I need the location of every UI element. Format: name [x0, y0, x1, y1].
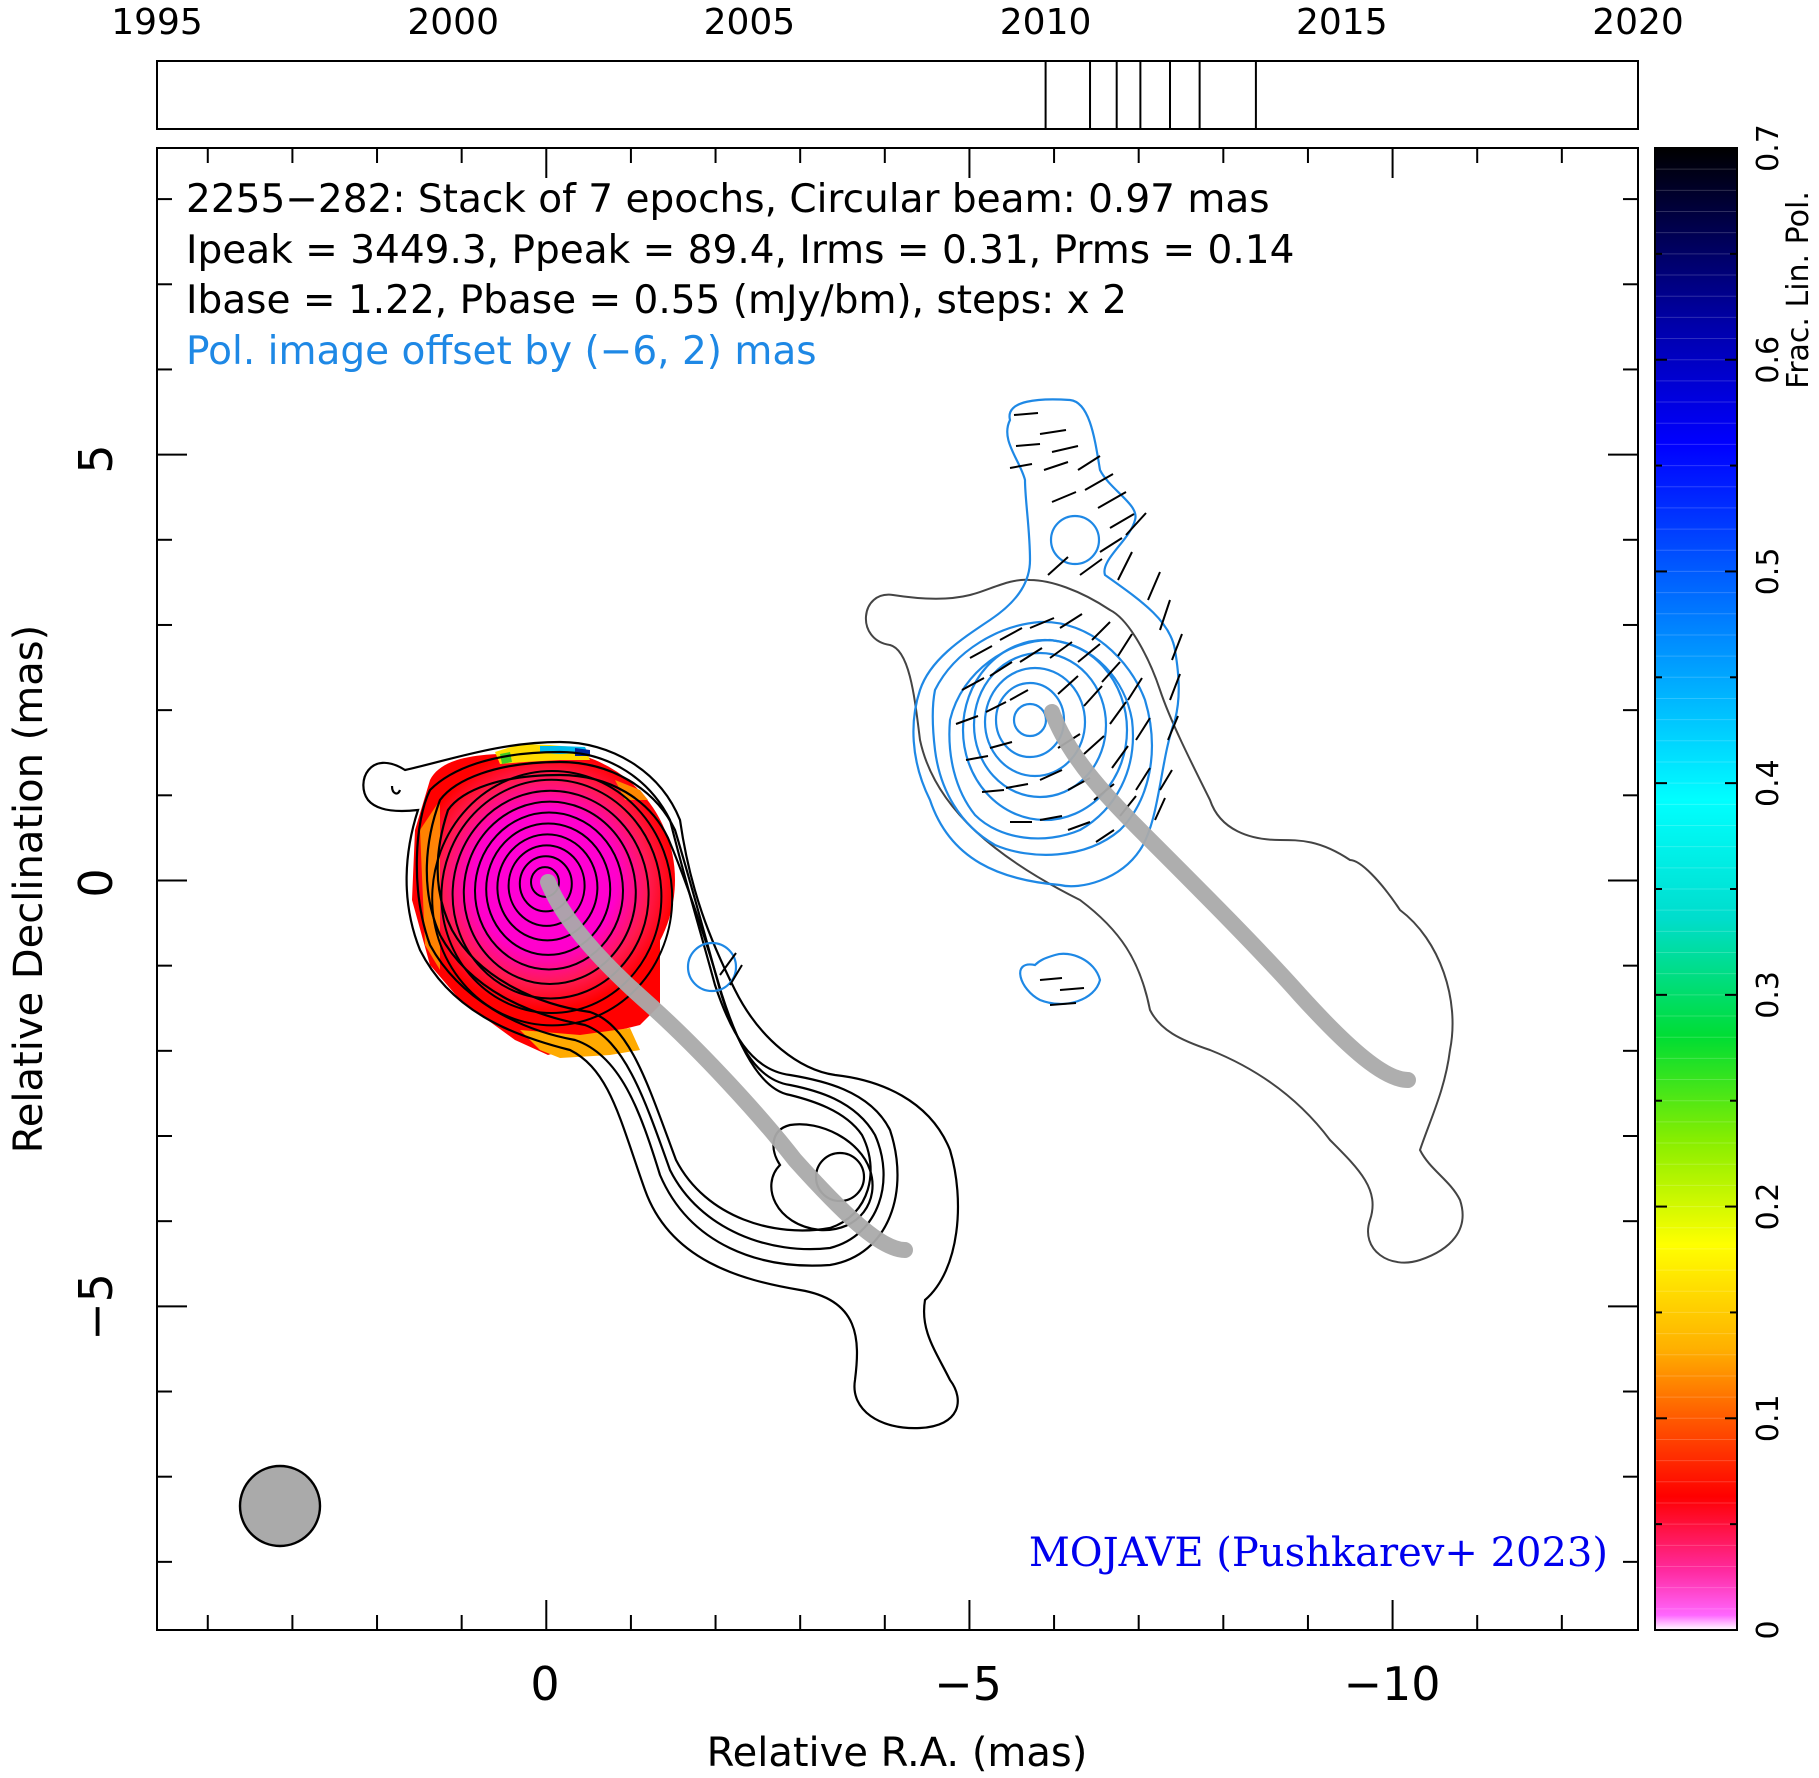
epoch-timeline: 1995 2000 2005 2010 2015 2020: [111, 2, 1684, 130]
pol-offset-note: Pol. image offset by (−6, 2) mas: [186, 329, 817, 374]
colorbar-bands: [1655, 147, 1737, 1631]
y-tick-label: 5: [69, 444, 123, 473]
timeline-frame: [156, 60, 1639, 130]
x-tick-label: 0: [530, 1657, 559, 1711]
colorbar-tick-label: 0.3: [1751, 971, 1786, 1019]
colorbar: 0 0.1 0.2 0.3 0.4 0.5 0.6 0.7 Frac. Lin. Pol.: [1654, 124, 1816, 1640]
core-contour: [462, 800, 637, 985]
x-tick-label: −5: [934, 1657, 1002, 1711]
epoch-marks: [1044, 61, 1257, 129]
colorbar-tick-label: 0.5: [1751, 548, 1786, 596]
timeline-year-label: 2015: [1296, 2, 1388, 43]
header-annotation: 2255−282: Stack of 7 epochs, Circular be…: [186, 177, 1294, 374]
x-tick-labels: 0 −5 −10: [530, 1657, 1440, 1711]
map-frame: [156, 147, 1639, 1631]
ridge-line-offset: [1044, 704, 1416, 1088]
colorbar-tick-label: 0.6: [1751, 336, 1786, 384]
colorbar-tick-label: 0: [1751, 1620, 1786, 1639]
shifted-intensity-outline: [864, 578, 1464, 1264]
core-contour: [451, 789, 650, 1000]
colorbar-gradient: [1655, 148, 1737, 1630]
colorbar-ticks: [1655, 147, 1737, 1631]
colorbar-tick-label: 0.1: [1751, 1394, 1786, 1442]
header-line-1: 2255−282: Stack of 7 epochs, Circular be…: [186, 177, 1270, 222]
core-contours: [431, 770, 674, 1027]
y-tick-label: 0: [69, 868, 123, 897]
colorbar-label: Frac. Lin. Pol.: [1781, 191, 1816, 389]
pol-contours: [686, 398, 1180, 1005]
core-contour: [530, 866, 560, 898]
x-axis-label: Relative R.A. (mas): [707, 1730, 1088, 1776]
y-axis-label: Relative Declination (mas): [6, 625, 52, 1153]
core-contour: [518, 855, 573, 913]
timeline-year-label: 2005: [704, 2, 796, 43]
timeline-year-label: 2010: [1000, 2, 1092, 43]
colorbar-tick-labels: 0 0.1 0.2 0.3 0.4 0.5 0.6 0.7: [1751, 124, 1786, 1639]
colorbar-tick-label: 0.4: [1751, 759, 1786, 807]
core-contour: [496, 833, 599, 942]
y-tick-labels: −5 0 5: [69, 444, 123, 1341]
header-line-3: Ibase = 1.22, Pbase = 0.55 (mJy/bm), ste…: [186, 278, 1127, 323]
core-contour: [474, 811, 624, 971]
core-contour: [431, 770, 674, 1027]
core-contour: [440, 778, 663, 1015]
map-content: [238, 398, 1464, 1548]
colorbar-tick-label: 0.2: [1751, 1183, 1786, 1231]
map-axis-ticks: [157, 148, 1638, 1630]
header-line-2: Ipeak = 3449.3, Ppeak = 89.4, Irms = 0.3…: [186, 228, 1294, 273]
timeline-year-label: 2020: [1592, 2, 1684, 43]
timeline-year-labels: 1995 2000 2005 2010 2015 2020: [111, 2, 1684, 43]
timeline-year-label: 1995: [111, 2, 203, 43]
y-tick-label: −5: [69, 1273, 123, 1341]
beam-ellipse: [238, 1464, 322, 1548]
credit-label: MOJAVE (Pushkarev+ 2023): [1029, 1530, 1608, 1576]
core-contour: [507, 844, 586, 927]
x-tick-label: −10: [1343, 1657, 1440, 1711]
timeline-year-label: 2000: [407, 2, 499, 43]
core-contour: [485, 822, 612, 956]
colorbar-tick-label: 0.7: [1751, 124, 1786, 172]
ridge-line: [540, 874, 913, 1258]
evpa-vectors: [719, 412, 1183, 1006]
